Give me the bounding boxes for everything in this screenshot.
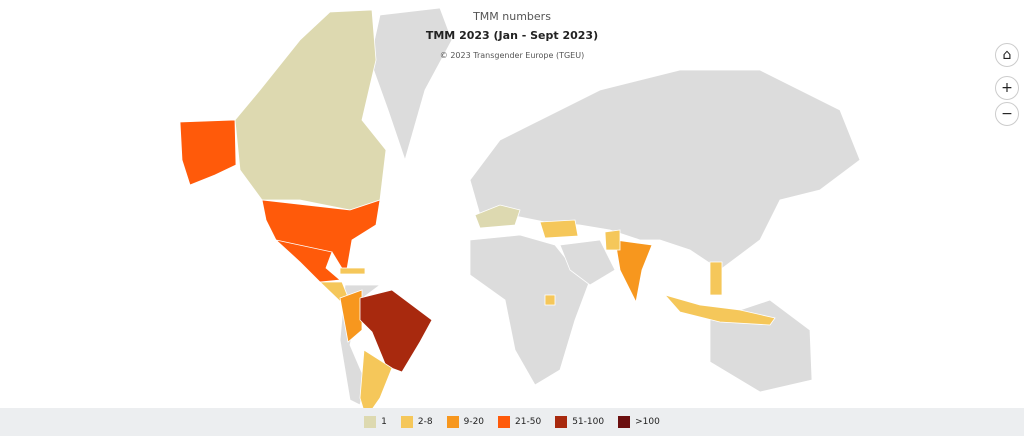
legend-swatch [364, 416, 377, 428]
caribbean [339, 267, 366, 275]
mexico [274, 239, 341, 283]
legend-item: 1 [364, 416, 387, 428]
india [614, 239, 653, 304]
africa [469, 234, 591, 386]
legend-label: 2-8 [417, 417, 433, 427]
map-credit: © 2023 Transgender Europe (TGEU) [439, 51, 585, 60]
legend-label: 51-100 [572, 417, 605, 427]
kenya [544, 294, 556, 306]
alaska [179, 119, 237, 186]
zoom-out-button[interactable]: − [995, 102, 1019, 126]
legend-item: 21-50 [498, 416, 541, 428]
canada [234, 9, 387, 211]
brazil [359, 289, 433, 373]
legend-label: 21-50 [515, 417, 542, 427]
map-subtitle: TMM 2023 (Jan - Sept 2023) [425, 29, 599, 42]
legend-item: 9-20 [446, 416, 485, 428]
legend-swatch [498, 416, 511, 428]
legend: 1 2-8 9-20 21-50 51-100 >100 [0, 408, 1024, 436]
legend-swatch [400, 416, 413, 428]
legend-label: 1 [381, 417, 387, 427]
colombia-peru [339, 289, 363, 343]
map-title: TMM numbers [473, 10, 551, 23]
europe [474, 204, 521, 229]
legend-item: 51-100 [555, 416, 604, 428]
arabia [559, 239, 616, 286]
legend-swatch [446, 416, 459, 428]
legend-label: 9-20 [463, 417, 485, 427]
home-button[interactable]: ⌂ [995, 43, 1019, 67]
legend-label: >100 [635, 417, 660, 427]
usa [261, 199, 381, 277]
indonesia [663, 294, 776, 326]
pakistan [604, 229, 621, 251]
zoom-in-button[interactable]: + [995, 76, 1019, 100]
legend-swatch [555, 416, 568, 428]
philippines [709, 261, 723, 296]
turkey [539, 219, 579, 239]
legend-item: 2-8 [400, 416, 433, 428]
legend-swatch [618, 416, 631, 428]
argentina [359, 349, 393, 408]
world-map [179, 7, 861, 408]
legend-item: >100 [618, 416, 660, 428]
